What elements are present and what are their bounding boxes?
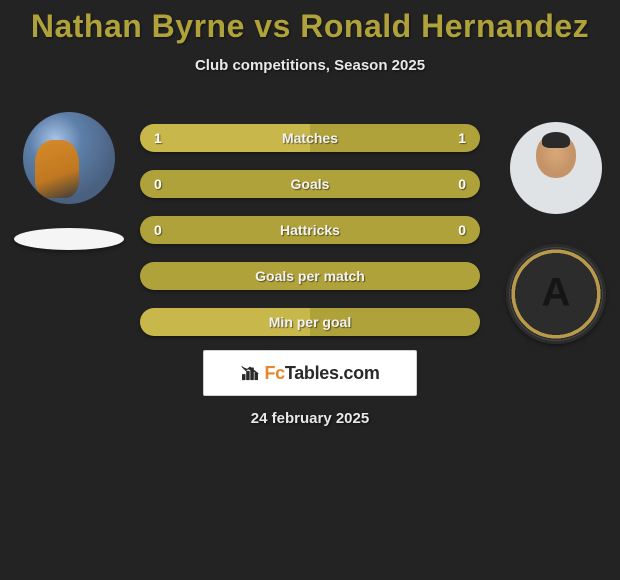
stat-value-left: 1: [154, 130, 162, 146]
page-title: Nathan Byrne vs Ronald Hernandez: [0, 0, 620, 45]
player-left-avatar: [23, 112, 115, 204]
club-left-badge: [14, 228, 124, 250]
date-label: 24 february 2025: [251, 410, 369, 427]
stat-label: Goals: [291, 176, 330, 192]
stat-label: Matches: [282, 130, 338, 146]
player-right-avatar: [510, 122, 602, 214]
stat-value-right: 0: [458, 222, 466, 238]
logo-text: FcTables.com: [264, 363, 379, 384]
club-right-badge: [506, 244, 606, 344]
stat-row: Goals per match: [140, 262, 480, 290]
stat-label: Min per goal: [269, 314, 351, 330]
fctables-logo: FcTables.com: [203, 350, 417, 396]
stat-value-right: 1: [458, 130, 466, 146]
stat-value-right: 0: [458, 176, 466, 192]
stat-row: 0 Hattricks 0: [140, 216, 480, 244]
stats-list: 1 Matches 1 0 Goals 0 0 Hattricks 0 Goals per mat…: [140, 124, 480, 336]
stat-row: 0 Goals 0: [140, 170, 480, 198]
stat-row: 1 Matches 1: [140, 124, 480, 152]
stat-label: Hattricks: [280, 222, 340, 238]
stat-value-left: 0: [154, 176, 162, 192]
right-column: [506, 122, 606, 344]
stat-value-left: 0: [154, 222, 162, 238]
stat-label: Goals per match: [255, 268, 365, 284]
left-column: [14, 112, 124, 250]
chart-icon: [240, 363, 260, 383]
subtitle: Club competitions, Season 2025: [0, 57, 620, 74]
stat-row: Min per goal: [140, 308, 480, 336]
